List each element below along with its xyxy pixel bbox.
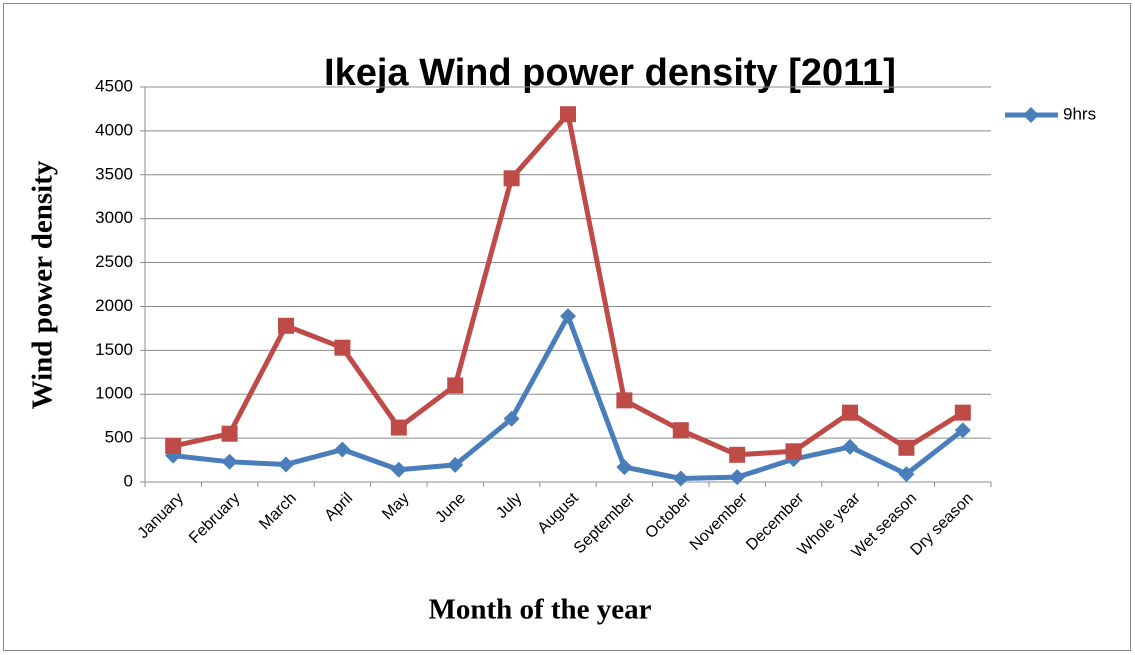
legend-label: 9hrs: [1063, 104, 1096, 123]
y-tick-label: 1500: [95, 340, 133, 359]
data-point: [560, 106, 576, 123]
y-tick-label: 2500: [95, 252, 133, 271]
data-point: [729, 469, 746, 486]
y-tick-label: 4500: [95, 76, 133, 95]
data-point: [616, 459, 633, 476]
data-point: [165, 438, 182, 455]
data-point: [672, 422, 689, 439]
data-point: [390, 461, 407, 478]
data-point: [672, 470, 689, 487]
data-point: [729, 446, 746, 463]
data-point: [898, 439, 915, 456]
data-point: [503, 410, 520, 427]
y-tick-label: 0: [124, 471, 133, 490]
data-point: [560, 308, 576, 325]
data-point: [842, 438, 858, 455]
data-point: [785, 443, 802, 460]
chart-title: Ikeja Wind power density [2011]: [324, 52, 896, 94]
data-point: [334, 441, 351, 458]
data-point: [447, 456, 464, 473]
legend-marker: [1023, 107, 1039, 123]
data-point: [221, 425, 238, 442]
y-tick-label: 3500: [95, 164, 133, 183]
data-point: [221, 453, 238, 470]
y-tick-label: 500: [105, 428, 133, 447]
y-tick-label: 4000: [95, 120, 133, 139]
data-point: [898, 466, 915, 483]
chart-border: [3, 3, 1131, 651]
data-point: [390, 419, 407, 436]
data-point: [954, 404, 971, 421]
data-point: [503, 170, 520, 187]
y-tick-label: 1000: [95, 384, 133, 403]
data-point: [616, 392, 633, 409]
data-point: [447, 377, 464, 394]
y-tick-label: 2000: [95, 296, 133, 315]
data-point: [842, 404, 858, 421]
data-point: [278, 317, 294, 334]
data-point: [954, 422, 971, 439]
data-point: [278, 456, 294, 473]
data-point: [334, 339, 351, 356]
x-axis-label: Month of the year: [428, 594, 651, 626]
y-axis-label: Wind power density: [27, 160, 59, 409]
y-tick-label: 3000: [95, 208, 133, 227]
